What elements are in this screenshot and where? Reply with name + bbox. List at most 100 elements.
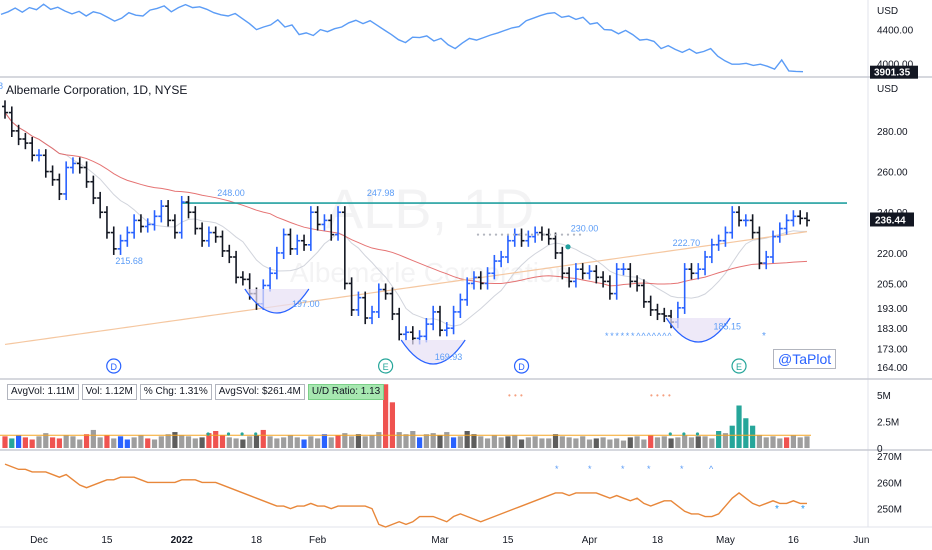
ma-mid-line [4, 112, 808, 287]
volume-bar [294, 437, 300, 448]
volume-bar [97, 437, 103, 448]
volume-signal-dot: • [662, 391, 665, 400]
volume-bar [165, 434, 171, 448]
signal-mark: ^ [652, 331, 657, 341]
volume-signal-dot [668, 432, 672, 436]
signal-dot [482, 233, 486, 236]
rs-signal-mark: * [801, 504, 805, 515]
volume-bar [770, 436, 776, 448]
volume-bar [56, 438, 62, 448]
volume-bar [192, 438, 198, 448]
volume-bar [437, 435, 443, 448]
volume-bar [349, 436, 355, 448]
signal-dot [530, 233, 534, 236]
index-last-value-box [870, 65, 918, 79]
ohlc-bar [470, 271, 477, 290]
rs-signal-mark: * [555, 464, 559, 474]
stat-badge: AvgVol: 1.11M [7, 384, 79, 400]
ohlc-bar [661, 307, 668, 323]
ohlc-bar [42, 149, 49, 178]
volume-bar [315, 438, 321, 448]
signal-dot [578, 233, 582, 236]
price-tick-label: 173.00 [877, 345, 908, 356]
rs-signal-mark: ^ [709, 464, 714, 474]
ohlc-bar [273, 246, 280, 280]
volume-bar [566, 437, 572, 448]
index-line [0, 3, 804, 73]
volume-bar [750, 425, 756, 448]
signal-mark: ^ [636, 331, 641, 341]
ohlc-bar [396, 307, 403, 341]
signal-dot [494, 233, 498, 236]
ohlc-bar [321, 214, 328, 231]
ohlc-bar [756, 226, 763, 270]
ohlc-bar [423, 318, 430, 343]
volume-bar [580, 436, 586, 448]
volume-bar [756, 435, 763, 448]
ohlc-bar [708, 238, 715, 264]
volume-bar [2, 436, 8, 448]
ohlc-bar [158, 200, 165, 223]
volume-bar [722, 433, 729, 448]
price-last-value-box [870, 212, 914, 227]
ohlc-bar [280, 228, 287, 260]
signal-dot [512, 233, 516, 236]
event-label: E [736, 362, 742, 372]
ohlc-bar [239, 271, 246, 286]
volume-signal-dot: • [514, 391, 517, 400]
volume-bar [729, 425, 735, 448]
x-tick-label: 18 [251, 535, 263, 546]
volume-bar [444, 432, 450, 448]
volume-bar [158, 436, 164, 448]
volume-bar [376, 432, 382, 448]
volume-bar [512, 435, 518, 448]
price-annotation: 247.98 [367, 188, 395, 198]
ohlc-bar [314, 206, 321, 231]
x-tick-label: 18 [652, 535, 664, 546]
ohlc-bar [301, 234, 308, 251]
signal-mark: * [762, 331, 766, 342]
volume-bar [743, 418, 749, 448]
volume-bar [90, 429, 96, 448]
ohlc-bar [137, 214, 144, 233]
index-tick-label: 4000.00 [877, 59, 914, 70]
volume-bar [274, 438, 280, 448]
signal-dot [476, 233, 480, 236]
ohlc-bar [83, 161, 90, 188]
volume-bar [63, 435, 69, 448]
cup-arc [400, 339, 466, 365]
ohlc-bar [56, 173, 63, 201]
ohlc-bar [369, 305, 376, 325]
ohlc-bar [49, 165, 56, 186]
ohlc-bar [341, 206, 348, 290]
price-tick-label: 193.00 [877, 304, 908, 315]
price-annotation: 222.70 [673, 238, 701, 248]
volume-bar [763, 437, 769, 448]
volume-bar [478, 436, 484, 448]
stat-badge: AvgSVol: $261.4M [214, 384, 305, 400]
volume-bar [505, 436, 511, 448]
ohlc-bar [389, 287, 396, 321]
volume-bar [240, 439, 246, 448]
x-tick-label: 15 [502, 535, 514, 546]
ohlc-bar [436, 305, 443, 337]
ohlc-bar [552, 232, 559, 260]
rs-signal-mark: * [621, 464, 625, 474]
volume-bar [682, 435, 688, 448]
signal-mark: * [631, 331, 635, 341]
ohlc-bar [654, 303, 661, 321]
volume-bar [131, 437, 137, 448]
ohlc-bar [804, 212, 810, 227]
volume-bar [546, 438, 552, 448]
volume-bar [281, 437, 287, 448]
volume-bar [457, 436, 463, 448]
ohlc-bar [736, 206, 743, 227]
volume-bar [321, 434, 328, 448]
stat-badge: % Chg: 1.31% [139, 384, 212, 400]
price-tick-label: 183.00 [877, 324, 908, 335]
ohlc-bar [491, 254, 498, 280]
volume-signal-dot: • [668, 391, 671, 400]
x-tick-label: Dec [30, 535, 48, 546]
ohlc-bar [640, 279, 647, 308]
rs-line [4, 463, 807, 528]
